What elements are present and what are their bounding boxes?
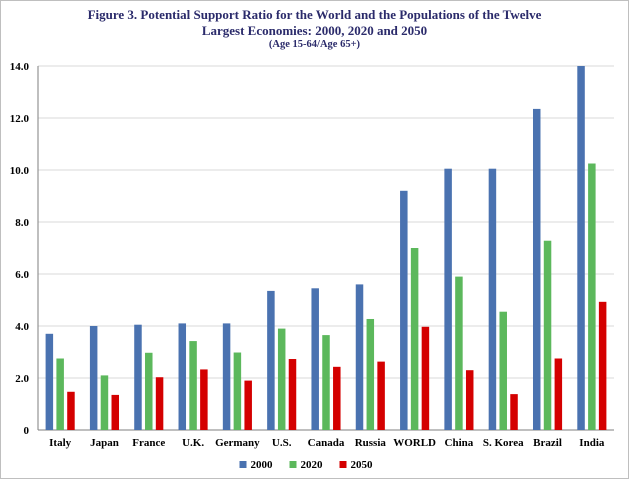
legend-swatch-2050 [339,461,347,468]
legend-label: 2000 [251,459,274,471]
y-tick-label: 6.0 [15,269,29,281]
bar-2050 [111,394,120,430]
bar-2020 [543,240,552,430]
bar-2020 [322,335,330,430]
bar-2020 [455,276,463,430]
bar-2000 [222,323,231,430]
bar-2000 [355,284,364,430]
bar-2020 [277,328,286,430]
bar-2050 [554,358,563,430]
bar-2050 [598,301,607,430]
bar-2000 [178,323,187,430]
x-tick-label: WORLD [393,437,436,449]
bar-2020 [588,163,596,430]
x-tick-label: India [579,437,605,449]
bar-2050 [421,326,430,430]
bar-2000 [134,324,142,430]
bar-2000 [89,326,98,430]
y-tick-label: 14.0 [10,61,30,73]
bar-2050 [244,380,252,430]
x-tick-label: Canada [308,437,345,449]
bar-2050 [288,359,297,430]
bar-2000 [444,168,452,430]
x-tick-label: China [445,437,474,449]
legend-label: 2020 [301,459,324,471]
y-tick-label: 4.0 [15,321,29,333]
bar-2000 [45,333,54,430]
x-tick-label: U.K. [182,437,204,449]
y-tick-label: 12.0 [10,113,30,125]
chart-title-line-1: Figure 3. Potential Support Ratio for th… [87,7,542,22]
bar-2020 [410,248,419,430]
bar-2050 [510,394,518,430]
bar-2020 [100,375,109,430]
bar-2000 [488,168,497,430]
bar-2050 [377,361,385,430]
x-tick-label: Brazil [533,437,562,449]
chart-title-line-2: Largest Economies: 2000, 2020 and 2050 [201,23,428,38]
bar-2000 [532,108,541,431]
x-tick-label: S. Korea [483,437,524,449]
x-tick-label: Russia [355,437,387,449]
x-tick-label: France [132,437,165,449]
y-tick-label: 8.0 [15,217,29,229]
bar-2050 [67,391,75,430]
bar-2020 [366,318,375,430]
x-tick-label: Italy [49,437,72,449]
bar-2050 [155,377,164,430]
y-tick-label: 2.0 [15,373,29,385]
legend-swatch-2020 [289,461,297,468]
legend-swatch-2000 [239,461,247,468]
y-tick-label: 0 [24,425,30,437]
x-tick-label: U.S. [272,437,292,449]
bar-2020 [189,341,197,430]
bar-2050 [200,369,208,430]
chart-subtitle: (Age 15-64/Age 65+) [268,39,361,50]
bar-2050 [333,366,341,430]
bar-2000 [267,290,275,430]
bar-2000 [400,190,408,430]
bar-2000 [577,66,585,430]
x-tick-label: Germany [215,437,260,449]
x-tick-label: Japan [90,437,119,449]
bar-2050 [465,370,474,430]
bar-2020 [56,358,64,430]
bar-2020 [145,352,153,430]
y-tick-label: 10.0 [10,165,30,177]
legend-label: 2050 [351,459,374,471]
bar-2020 [233,352,242,430]
bar-2020 [499,311,507,430]
bar-2000 [311,288,319,430]
